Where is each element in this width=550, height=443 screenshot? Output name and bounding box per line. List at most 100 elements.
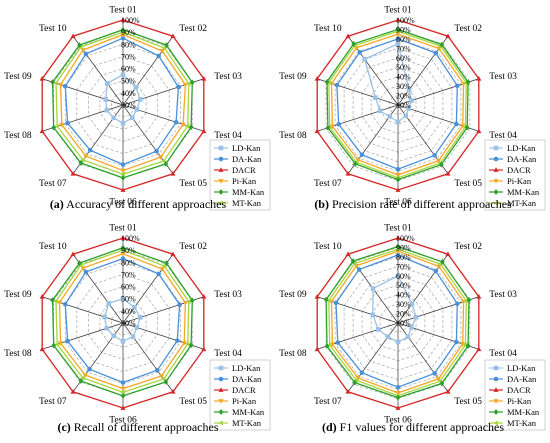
legend-marker [493, 145, 499, 151]
data-point [345, 33, 351, 39]
data-point [314, 293, 320, 299]
tick-label: 100% [121, 234, 140, 243]
data-point [454, 121, 459, 127]
data-point [39, 75, 45, 81]
data-point [409, 301, 415, 307]
legend-item: DA-Kan [489, 374, 537, 384]
data-point [120, 251, 126, 257]
category-label: Test 05 [454, 397, 482, 407]
category-label: Test 02 [454, 24, 482, 34]
data-point [373, 95, 378, 101]
category-label: Test 03 [214, 72, 242, 82]
radar-panel-a: 30% 40% 50% 60% 70% 80% 90% 100%Test 01 Test 02 T… [4, 6, 271, 211]
data-point [62, 301, 68, 307]
data-point [104, 81, 110, 86]
legend-item: DACR [489, 385, 531, 395]
data-point [323, 296, 329, 303]
tick-label: 80% [396, 253, 411, 262]
data-point [385, 334, 391, 340]
category-label: Test 03 [489, 72, 517, 82]
tick-label: 20% [396, 92, 411, 101]
legend-item: DA-Kan [214, 374, 262, 384]
tick-label: 60% [121, 65, 136, 74]
tick-label: 100% [396, 234, 415, 243]
series-ld-kan [362, 41, 414, 125]
data-point [120, 235, 126, 240]
category-label: Test 09 [4, 290, 32, 300]
legend-item: Pi-Kan [214, 176, 257, 186]
data-point [370, 312, 376, 318]
legend-item: LD-Kan [214, 143, 261, 153]
data-point [436, 264, 442, 270]
data-point [476, 75, 482, 81]
data-point [50, 297, 55, 304]
data-point [345, 251, 351, 257]
data-point [436, 46, 442, 52]
data-point [182, 82, 188, 88]
data-point [395, 41, 401, 46]
legend-marker [493, 179, 499, 184]
data-point [58, 82, 64, 88]
data-point [130, 334, 136, 340]
data-point [314, 346, 320, 352]
series-pi-kan [56, 251, 188, 392]
category-label: Test 03 [489, 290, 517, 300]
data-point [154, 367, 160, 373]
data-point [395, 166, 401, 172]
legend-item: MT-Kan [214, 418, 262, 428]
category-label: Test 07 [314, 397, 342, 407]
data-point [462, 342, 468, 348]
legend-marker [493, 409, 499, 415]
data-point [350, 258, 356, 265]
data-point [70, 171, 76, 176]
data-point [132, 304, 137, 310]
data-point [159, 374, 165, 379]
tick-label: 40% [121, 89, 136, 98]
data-point [53, 298, 58, 304]
data-point [403, 113, 409, 118]
data-point [476, 128, 482, 134]
data-point [82, 373, 88, 378]
legend-item: MM-Kan [489, 187, 540, 197]
data-point [463, 298, 469, 304]
data-point [51, 124, 57, 131]
caption-letter: (d) [322, 420, 337, 434]
legend-label: MT-Kan [507, 418, 537, 428]
data-point [445, 33, 451, 39]
tick-label: 30% [396, 300, 411, 309]
data-point [120, 244, 126, 251]
legend-marker [493, 365, 499, 371]
data-point [314, 128, 320, 134]
data-point [39, 346, 45, 352]
series-mm-kan [50, 244, 195, 399]
data-point [120, 187, 126, 192]
category-label: Test 02 [179, 24, 207, 34]
data-point [395, 339, 401, 345]
data-point [352, 160, 358, 167]
data-point [460, 124, 466, 129]
panel-caption: (b) Precision rate of different approach… [314, 197, 512, 211]
category-label: Test 08 [4, 349, 32, 359]
legend-marker [493, 167, 499, 172]
panel-caption: (c) Recall of different approaches [57, 420, 218, 434]
tick-label: 80% [121, 258, 136, 267]
legend-item: MT-Kan [489, 198, 537, 208]
data-point [351, 260, 357, 266]
legend-item: DACR [214, 165, 256, 175]
legend-label: MT-Kan [507, 198, 537, 208]
category-label: Test 06 [384, 198, 412, 208]
data-point [345, 171, 351, 176]
data-point [87, 366, 92, 372]
tick-label: 90% [121, 28, 136, 37]
data-point [435, 376, 442, 382]
legend-item: MT-Kan [489, 418, 537, 428]
tick-label: 30% [121, 101, 136, 110]
data-point [435, 158, 442, 164]
data-point [189, 79, 195, 86]
legend-item: Pi-Kan [214, 396, 257, 406]
panel-caption: (a) Accuracy of different approaches [50, 197, 227, 211]
legend-marker [493, 387, 499, 392]
data-point [65, 338, 70, 344]
